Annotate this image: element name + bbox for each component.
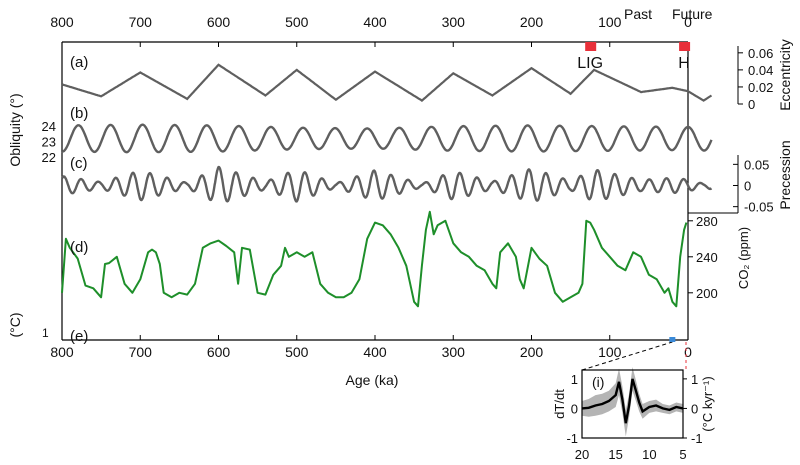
temperature-axis-title: (°C): [7, 312, 23, 337]
precession-series-line: [60, 165, 713, 203]
top-tick-label: 800: [50, 14, 74, 30]
inset-right-axis-title: (°C kyr⁻¹): [700, 376, 715, 431]
panel-b-label: (b): [70, 105, 88, 122]
inset-x-tick-label: 10: [642, 447, 656, 462]
top-age-axis: 800 700 600 500 400 300 200 100 0 Past Future: [50, 6, 713, 47]
inset-left-axis-title: dT/dt: [552, 389, 567, 419]
obliquity-tick-label: 22: [42, 150, 56, 165]
precession-tick-label: 0.05: [744, 157, 769, 172]
inset-panel-label: (i): [592, 374, 604, 390]
top-tick-label: 700: [129, 14, 153, 30]
past-label: Past: [624, 6, 652, 22]
co2-axis-title: CO₂ (ppm): [736, 227, 751, 289]
obliquity-tick-label: 24: [42, 119, 56, 134]
bottom-age-axis: 800 700 600 500 400 300 200 100 0 Age (ka): [50, 335, 692, 388]
event-markers: LIG H: [577, 42, 691, 72]
inset-connector-line: [581, 341, 673, 371]
bottom-tick-label: 500: [285, 344, 309, 360]
panel-c-label: (c): [70, 155, 88, 172]
bottom-tick-label: 0: [684, 344, 692, 360]
inset-right-tick-label: -1: [691, 431, 703, 446]
inset-range-marker: [669, 337, 676, 342]
inset-left-tick-label: 1: [571, 372, 578, 387]
panel-e-label: (e): [70, 328, 88, 345]
precession-axis-title: Precession: [777, 140, 793, 209]
top-tick-label: 200: [520, 14, 544, 30]
eccentricity-axis-title: Eccentricity: [777, 39, 793, 111]
top-tick-label: 0: [684, 14, 692, 30]
inset-right-tick-label: 0: [691, 401, 698, 416]
bottom-tick-label: 200: [520, 344, 544, 360]
obliquity-series-line: [61, 123, 713, 154]
top-tick-label: 300: [442, 14, 466, 30]
bottom-tick-label: 300: [442, 344, 466, 360]
bottom-tick-label: 800: [50, 344, 74, 360]
co2-tick-label: 200: [696, 286, 718, 301]
top-tick-label: 100: [598, 14, 622, 30]
bottom-tick-label: 100: [598, 344, 622, 360]
top-tick-label: 600: [207, 14, 231, 30]
event-marker-label: LIG: [577, 55, 603, 72]
inset-x-tick-label: 15: [608, 447, 622, 462]
top-tick-label: 400: [363, 14, 387, 30]
eccentricity-tick-label: 0.04: [748, 63, 773, 78]
co2-series-line: [61, 210, 688, 308]
obliquity-tick-label: 23: [42, 135, 56, 150]
eccentricity-tick-label: 0.06: [748, 46, 773, 61]
inset-left-tick-label: -1: [566, 431, 578, 446]
eccentricity-tick-label: 0.02: [748, 80, 773, 95]
bottom-tick-label: 700: [129, 344, 153, 360]
inset-x-tick-label: 20: [575, 447, 589, 462]
event-marker-label: H: [678, 55, 690, 72]
inset-panel: -1 -1 0 0 1 1 20 15 10 5 dT/dt (°C kyr⁻¹) (i): [552, 337, 715, 462]
event-marker-square: [585, 42, 597, 51]
inset-left-tick-label: 0: [571, 401, 578, 416]
eccentricity-tick-label: 0: [748, 97, 755, 112]
future-label: Future: [672, 6, 713, 22]
obliquity-axis-title: Obliquity (°): [7, 93, 23, 166]
event-marker-square: [679, 42, 691, 51]
co2-tick-label: 240: [696, 250, 718, 265]
panel-a-label: (a): [70, 54, 88, 71]
eccentricity-series-line: [61, 63, 713, 103]
inset-x-tick-label: 5: [679, 447, 686, 462]
top-tick-label: 500: [285, 14, 309, 30]
inset-right-tick-label: 1: [691, 372, 698, 387]
inset-frame: [581, 369, 684, 439]
x-axis-title: Age (ka): [346, 372, 399, 388]
bottom-tick-label: 600: [207, 344, 231, 360]
temperature-tick-label: 1: [42, 326, 49, 340]
bottom-tick-label: 400: [363, 344, 387, 360]
precession-tick-label: 0: [744, 179, 751, 194]
co2-tick-label: 280: [696, 214, 718, 229]
panel-d-label: (d): [70, 239, 88, 256]
precession-tick-label: -0.05: [744, 200, 774, 215]
inset-series-line: [581, 378, 684, 424]
